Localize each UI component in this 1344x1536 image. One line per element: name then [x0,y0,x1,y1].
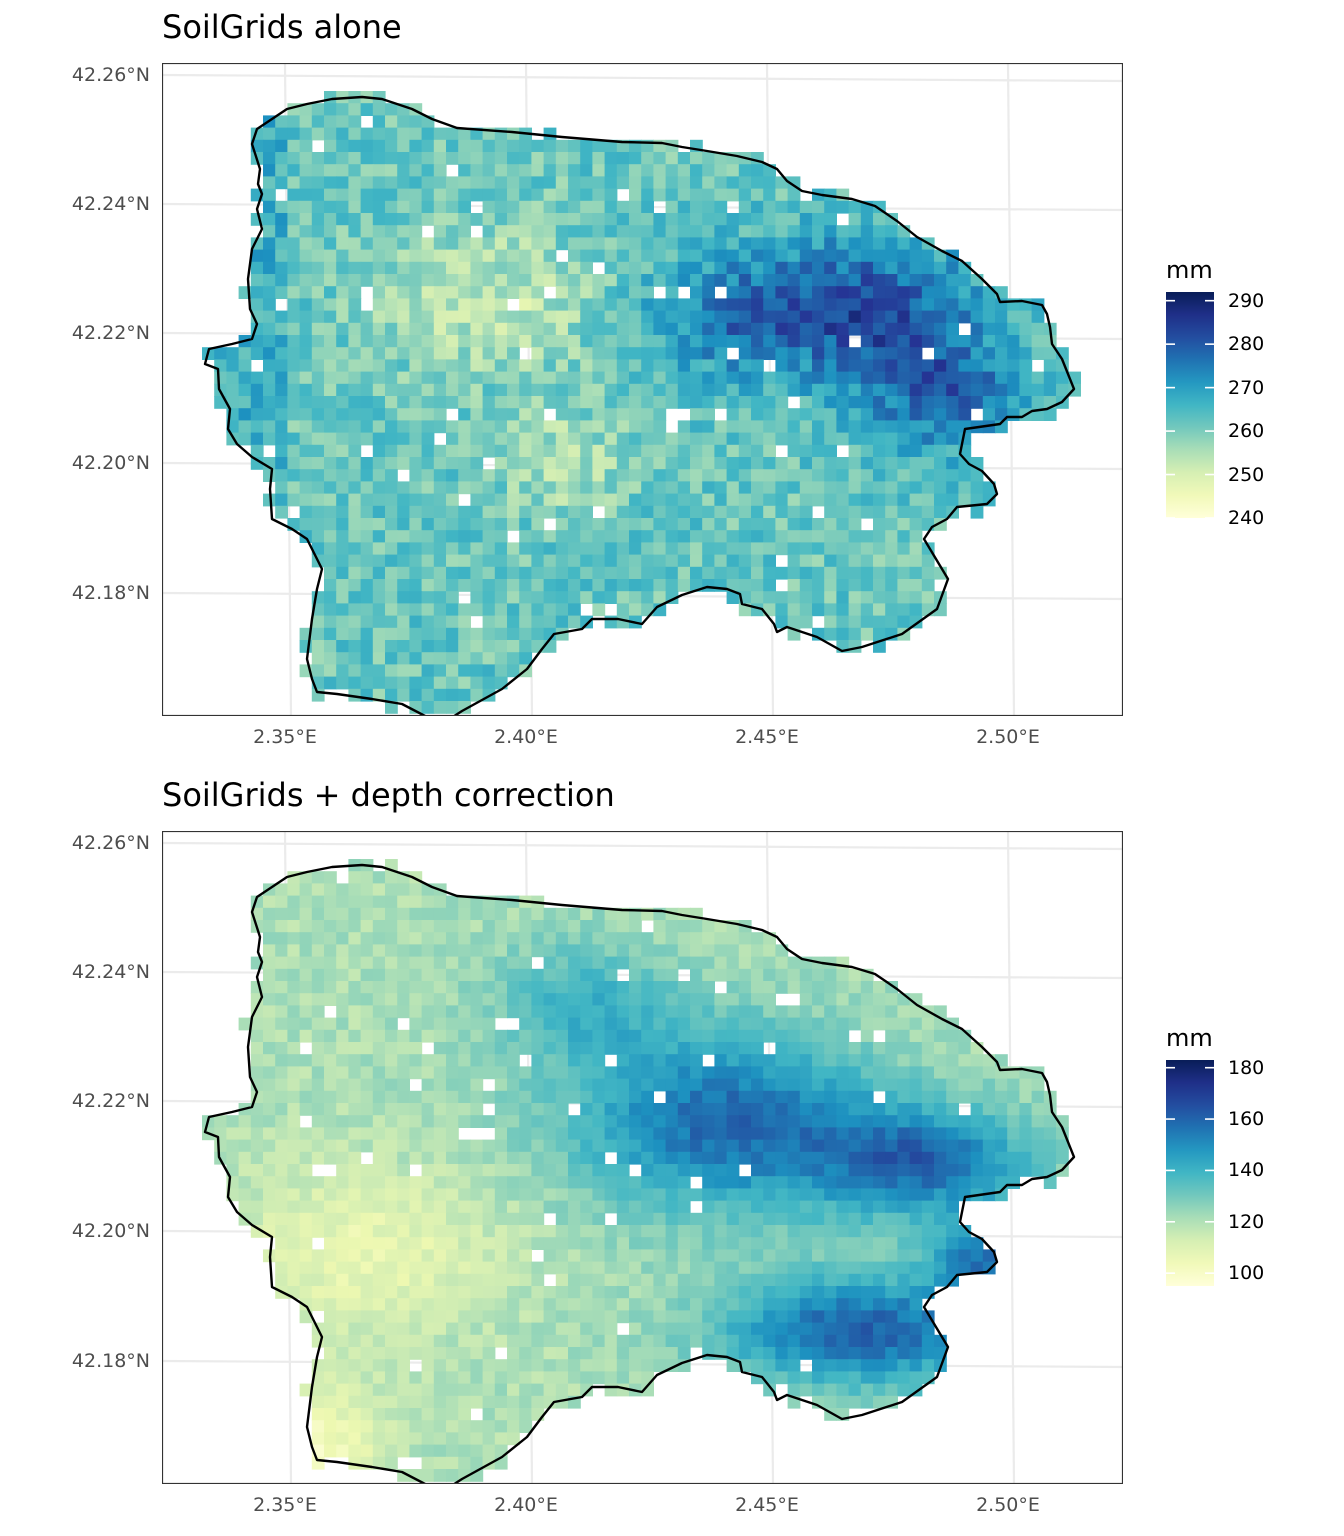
x-tick-label: 2.45°E [735,1494,799,1516]
legend-title: mm [1166,256,1213,284]
map-panel [162,63,1123,716]
legend-label: 290 [1228,289,1265,312]
legend-label: 160 [1228,1108,1265,1131]
raster-map [162,831,1123,1484]
x-tick-label: 2.40°E [494,1494,558,1516]
x-tick-label: 2.45°E [735,726,799,748]
y-tick-label: 42.22°N [71,322,150,344]
legend-label: 250 [1228,463,1265,486]
x-axis-labels: 2.35°E 2.40°E 2.45°E 2.50°E [0,1494,1344,1524]
map-title: SoilGrids + depth correction [162,776,615,814]
y-tick-label: 42.18°N [71,1350,150,1372]
legend-label: 120 [1228,1210,1265,1233]
legend-label: 280 [1228,333,1265,356]
map-title: SoilGrids alone [162,8,402,46]
legend-label: 140 [1228,1159,1265,1182]
y-axis-labels: 42.26°N 42.24°N 42.22°N 42.20°N 42.18°N [0,0,150,768]
y-tick-label: 42.26°N [71,832,150,854]
raster-cells [202,859,1069,1482]
map-figure-depth-corrected: SoilGrids + depth correction 42.26°N 42.… [0,768,1344,1536]
legend-colorbar [1166,292,1214,518]
x-tick-label: 2.40°E [494,726,558,748]
x-tick-label: 2.35°E [253,1494,317,1516]
y-tick-label: 42.22°N [71,1090,150,1112]
y-tick-label: 42.20°N [71,1220,150,1242]
legend-label: 100 [1228,1262,1265,1285]
legend-label: 260 [1228,420,1265,443]
raster-map [162,63,1123,716]
y-tick-label: 42.24°N [71,961,150,983]
legend-label: 180 [1228,1056,1265,1079]
x-axis-labels: 2.35°E 2.40°E 2.45°E 2.50°E [0,726,1344,756]
map-panel [162,831,1123,1484]
map-figure-soilgrids-alone: SoilGrids alone 42.26°N 42.24°N 42.22°N … [0,0,1344,768]
x-tick-label: 2.50°E [976,1494,1040,1516]
x-tick-label: 2.35°E [253,726,317,748]
y-tick-label: 42.26°N [71,64,150,86]
legend-label: 270 [1228,376,1265,399]
x-tick-label: 2.50°E [976,726,1040,748]
y-tick-label: 42.18°N [71,582,150,604]
legend-colorbar [1166,1060,1214,1286]
legend-title: mm [1166,1024,1213,1052]
legend-label: 240 [1228,507,1265,529]
y-axis-labels: 42.26°N 42.24°N 42.22°N 42.20°N 42.18°N [0,768,150,1536]
raster-cells [202,91,1081,714]
y-tick-label: 42.24°N [71,193,150,215]
y-tick-label: 42.20°N [71,452,150,474]
